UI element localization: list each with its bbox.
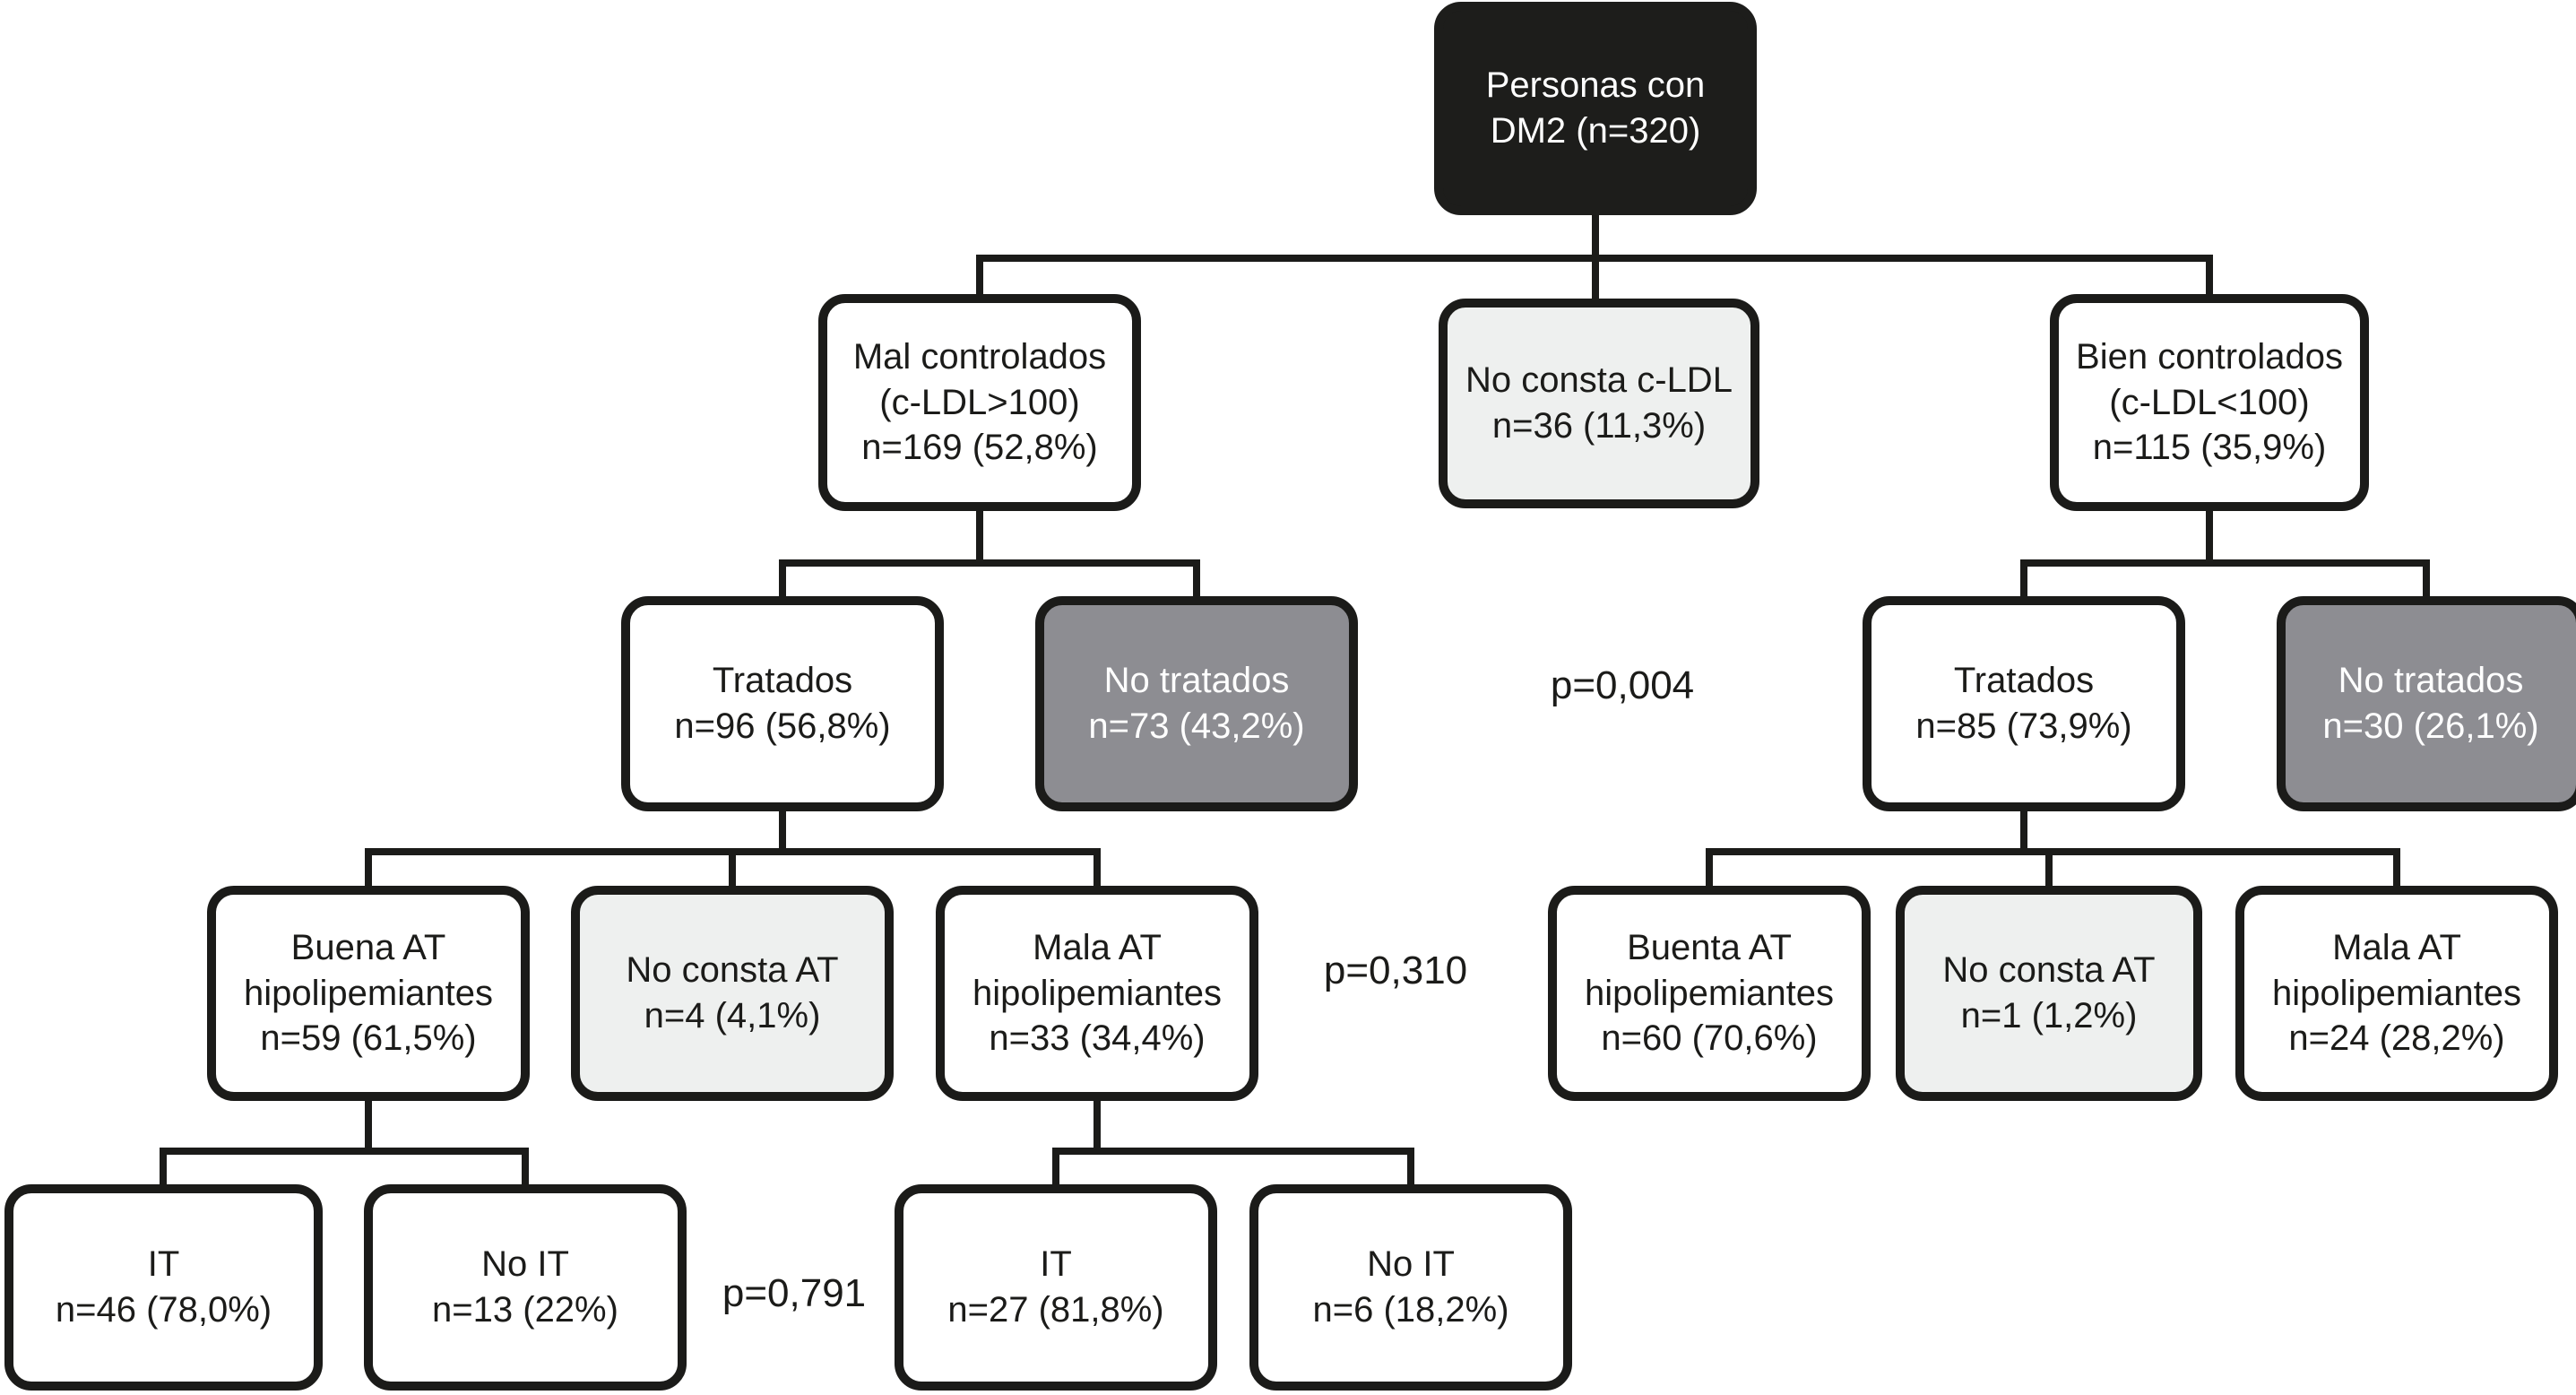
node-text: Bien controlados <box>2076 336 2343 377</box>
connector-line <box>779 559 786 596</box>
node-text: Buena AT <box>290 927 446 967</box>
node-text: hipolipemiantes <box>244 973 493 1013</box>
connector-line <box>2393 848 2400 886</box>
node-mala-at-left: Mala AT hipolipemiantes n=33 (34,4%) <box>936 886 1258 1101</box>
node-text: No consta AT <box>1942 950 2156 991</box>
connector-line <box>2206 511 2213 567</box>
connector-line <box>365 1101 372 1155</box>
node-personas-dm2: Personas con DM2 (n=320) <box>1434 2 1757 215</box>
node-text: (c-LDL<100) <box>2109 382 2310 422</box>
node-text: n=46 (78,0%) <box>55 1290 272 1330</box>
connector-line <box>2020 811 2027 855</box>
node-text: n=115 (35,9%) <box>2092 428 2327 468</box>
node-text: Tratados <box>1953 661 2095 701</box>
connector-line <box>1094 848 1101 886</box>
node-text: hipolipemiantes <box>1585 973 1834 1013</box>
p-value-treatment: p=0,004 <box>1550 663 1695 707</box>
node-text: Personas con <box>1485 65 1706 106</box>
node-mal-controlados: Mal controlados (c-LDL>100) n=169 (52,8%… <box>818 294 1141 511</box>
connector-line <box>1193 559 1200 596</box>
connector-line <box>2020 559 2027 596</box>
connector-line <box>1052 1148 1059 1184</box>
node-text: DM2 (n=320) <box>1490 111 1701 151</box>
connector-line <box>779 559 1200 567</box>
node-text: (c-LDL>100) <box>879 382 1080 422</box>
connector-line <box>1052 1148 1414 1155</box>
connector-line <box>2423 559 2430 596</box>
node-text: Buenta AT <box>1627 927 1792 967</box>
node-text: n=4 (4,1%) <box>644 996 821 1035</box>
connector-line <box>1094 1101 1101 1155</box>
node-text: IT <box>1040 1244 1072 1285</box>
connector-line <box>1407 1148 1414 1184</box>
node-text: n=33 (34,4%) <box>989 1018 1206 1059</box>
connector-line <box>2045 848 2053 886</box>
connector-line <box>2020 559 2430 567</box>
node-no-it-right: No IT n=6 (18,2%) <box>1249 1184 1572 1391</box>
node-no-it-left: No IT n=13 (22%) <box>364 1184 687 1391</box>
node-it-left: IT n=46 (78,0%) <box>4 1184 323 1391</box>
node-text: No consta AT <box>626 950 839 991</box>
connector-line <box>2206 255 2213 294</box>
node-text: n=60 (70,6%) <box>1601 1018 1818 1059</box>
connector-line <box>779 811 786 855</box>
connector-line <box>365 848 372 886</box>
node-text: No tratados <box>1103 661 1290 701</box>
node-text: n=6 (18,2%) <box>1312 1290 1509 1330</box>
node-text: No IT <box>1367 1244 1455 1285</box>
node-text: IT <box>147 1244 180 1285</box>
connector-line <box>160 1148 167 1184</box>
node-text: n=169 (52,8%) <box>861 428 1098 468</box>
node-it-right: IT n=27 (81,8%) <box>895 1184 1217 1391</box>
node-bien-controlados: Bien controlados (c-LDL<100) n=115 (35,9… <box>2050 294 2369 511</box>
connector-line <box>976 255 2213 262</box>
node-text: Tratados <box>712 661 853 701</box>
node-text: Mala AT <box>1033 927 1162 967</box>
node-text: hipolipemiantes <box>972 973 1222 1013</box>
node-buenta-at-right: Buenta AT hipolipemiantes n=60 (70,6%) <box>1548 886 1871 1101</box>
node-no-tratados-right: No tratados n=30 (26,1%) <box>2277 596 2576 811</box>
connector-line <box>1706 848 1713 886</box>
connector-line <box>729 848 736 886</box>
node-text: Mala AT <box>2332 927 2461 967</box>
node-text: Mal controlados <box>852 336 1107 377</box>
connector-line <box>1706 848 2400 855</box>
p-value-intensification: p=0,791 <box>722 1271 867 1315</box>
node-no-tratados-left: No tratados n=73 (43,2%) <box>1035 596 1358 811</box>
connector-line <box>976 255 983 294</box>
p-value-adherence: p=0,310 <box>1323 949 1468 992</box>
node-text: n=13 (22%) <box>432 1290 618 1330</box>
node-text: n=59 (61,5%) <box>260 1018 477 1059</box>
connector-line <box>976 511 983 567</box>
node-text: n=30 (26,1%) <box>2322 706 2539 746</box>
node-text: n=27 (81,8%) <box>947 1290 1164 1330</box>
node-text: n=85 (73,9%) <box>1915 706 2132 746</box>
node-text: No tratados <box>2338 661 2524 701</box>
node-text: n=24 (28,2%) <box>2288 1018 2505 1059</box>
node-text: No IT <box>481 1244 569 1285</box>
node-text: n=73 (43,2%) <box>1088 706 1305 746</box>
node-no-consta-cldl: No consta c-LDL n=36 (11,3%) <box>1439 299 1759 508</box>
node-no-consta-at-right: No consta AT n=1 (1,2%) <box>1896 886 2202 1101</box>
node-text: n=96 (56,8%) <box>674 706 891 746</box>
node-text: n=36 (11,3%) <box>1491 406 1707 446</box>
connector-line <box>160 1148 529 1155</box>
node-tratados-left: Tratados n=96 (56,8%) <box>621 596 944 811</box>
node-tratados-right: Tratados n=85 (73,9%) <box>1863 596 2185 811</box>
node-mala-at-right: Mala AT hipolipemiantes n=24 (28,2%) <box>2235 886 2558 1101</box>
node-no-consta-at-left: No consta AT n=4 (4,1%) <box>571 886 894 1101</box>
connector-line <box>522 1148 529 1184</box>
node-text: hipolipemiantes <box>2272 973 2521 1013</box>
node-text: No consta c-LDL <box>1465 360 1733 401</box>
node-buena-at-left: Buena AT hipolipemiantes n=59 (61,5%) <box>207 886 530 1101</box>
node-text: n=1 (1,2%) <box>1960 996 2138 1035</box>
